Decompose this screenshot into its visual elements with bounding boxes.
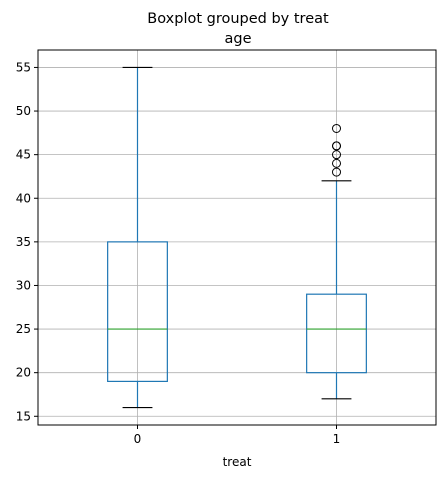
grid-lines [38,50,436,425]
y-tick-label: 55 [16,60,31,74]
plot-frame [37,49,437,426]
y-tick-label: 35 [16,235,31,249]
iqr-box [306,293,367,374]
y-tick-label: 30 [16,278,31,292]
outlier-point [332,167,341,177]
y-tick-label: 40 [16,191,31,205]
y-axis: 15 20 25 30 35 40 45 50 55 [16,60,38,423]
outlier-point [332,158,341,168]
y-tick-label: 20 [16,366,31,380]
x-tick-label: 0 [134,432,142,446]
x-tick-label: 1 [333,432,341,446]
chart-suptitle: Boxplot grouped by treat [147,11,329,27]
outlier-point [332,141,341,151]
x-axis-label: treat [223,455,252,469]
y-tick-label: 45 [16,148,31,162]
iqr-box [107,241,168,382]
chart-title: age [224,31,251,47]
outlier-point [332,123,341,133]
outlier-point [332,150,341,160]
y-tick-label: 25 [16,322,31,336]
y-tick-label: 50 [16,104,31,118]
boxes [107,66,367,409]
y-tick-label: 15 [16,409,31,423]
